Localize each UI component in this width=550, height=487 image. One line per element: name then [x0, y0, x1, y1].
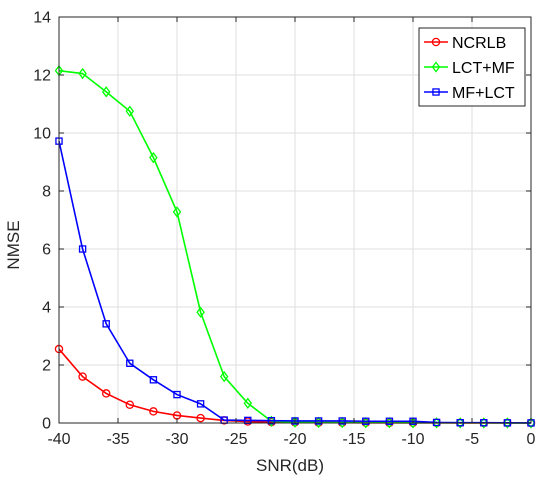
data-point	[196, 413, 205, 423]
x-tick-label: -35	[106, 431, 129, 448]
x-tick-label: -20	[283, 431, 306, 448]
data-point	[125, 400, 135, 409]
data-point	[196, 306, 205, 318]
data-point	[78, 67, 87, 80]
y-tick-label: 4	[42, 300, 51, 317]
data-point	[102, 320, 110, 328]
y-axis-title: NMSE	[4, 220, 23, 269]
legend-item: LCT+MF	[424, 60, 515, 77]
legend-marker	[432, 88, 440, 96]
data-point	[126, 359, 134, 367]
legend-label: NCRLB	[452, 35, 506, 52]
x-tick-label: -15	[342, 431, 365, 448]
legend-label: MF+LCT	[452, 85, 515, 102]
data-point	[243, 397, 253, 409]
legend-marker	[431, 61, 441, 73]
data-point	[385, 417, 394, 425]
data-point	[149, 407, 158, 416]
y-tick-label: 8	[42, 184, 51, 201]
data-point	[291, 417, 299, 425]
data-point	[526, 417, 536, 429]
data-point	[338, 417, 346, 425]
data-point	[267, 415, 276, 427]
y-tick-label: 12	[33, 68, 51, 85]
data-point	[78, 245, 87, 253]
legend-marker	[431, 37, 441, 47]
data-point	[314, 417, 323, 425]
axis-layer: -40 -35 -30 -25 -20 -15 -10 -5 0 0 2 4 6 8 10 12 14	[33, 10, 535, 449]
x-tick-label: 0	[527, 431, 536, 448]
x-tick-label: -5	[465, 431, 479, 448]
data-point	[101, 86, 111, 98]
data-point	[432, 418, 441, 427]
x-tick-label: -25	[224, 431, 247, 448]
data-point	[149, 151, 158, 164]
y-tick-label: 10	[33, 126, 51, 143]
data-point	[432, 417, 441, 429]
data-point	[173, 390, 181, 399]
x-tick-label: -40	[47, 431, 70, 448]
legend-item: NCRLB	[424, 35, 506, 52]
data-point	[149, 376, 158, 384]
data-point	[172, 206, 182, 218]
y-tick-label: 0	[42, 416, 51, 433]
data-point	[479, 417, 489, 429]
x-axis-title: SNR(dB)	[256, 456, 324, 475]
data-point	[267, 416, 276, 425]
y-tick-label: 6	[42, 242, 51, 259]
x-tick-label: -10	[401, 431, 424, 448]
legend-label: LCT+MF	[452, 60, 515, 77]
data-point	[125, 105, 135, 117]
data-point	[362, 417, 370, 425]
data-point	[455, 417, 465, 429]
y-tick-label: 2	[42, 358, 51, 375]
data-point	[219, 370, 229, 383]
y-tick-label: 14	[33, 10, 51, 27]
data-point	[101, 389, 111, 398]
x-tick-label: -30	[165, 431, 188, 448]
legend: NCRLB LCT+MF MF+LCT	[418, 27, 526, 107]
data-point	[78, 372, 87, 381]
data-point	[196, 400, 205, 408]
data-point	[503, 417, 512, 429]
legend-item: MF+LCT	[424, 85, 515, 102]
